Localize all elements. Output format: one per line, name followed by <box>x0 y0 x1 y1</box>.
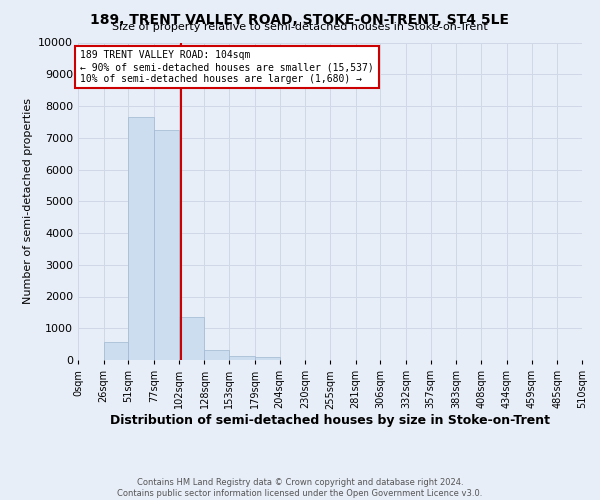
Y-axis label: Number of semi-detached properties: Number of semi-detached properties <box>23 98 32 304</box>
Bar <box>205 350 229 360</box>
Text: 189, TRENT VALLEY ROAD, STOKE-ON-TRENT, ST4 5LE: 189, TRENT VALLEY ROAD, STOKE-ON-TRENT, … <box>91 12 509 26</box>
Bar <box>229 356 255 360</box>
Text: Size of property relative to semi-detached houses in Stoke-on-Trent: Size of property relative to semi-detach… <box>112 22 488 32</box>
Bar <box>179 317 205 360</box>
Text: 189 TRENT VALLEY ROAD: 104sqm
← 90% of semi-detached houses are smaller (15,537): 189 TRENT VALLEY ROAD: 104sqm ← 90% of s… <box>80 50 374 84</box>
X-axis label: Distribution of semi-detached houses by size in Stoke-on-Trent: Distribution of semi-detached houses by … <box>110 414 550 427</box>
Bar <box>104 342 128 360</box>
Bar <box>255 358 280 360</box>
Text: Contains HM Land Registry data © Crown copyright and database right 2024.
Contai: Contains HM Land Registry data © Crown c… <box>118 478 482 498</box>
Bar <box>154 130 179 360</box>
Bar <box>128 117 154 360</box>
